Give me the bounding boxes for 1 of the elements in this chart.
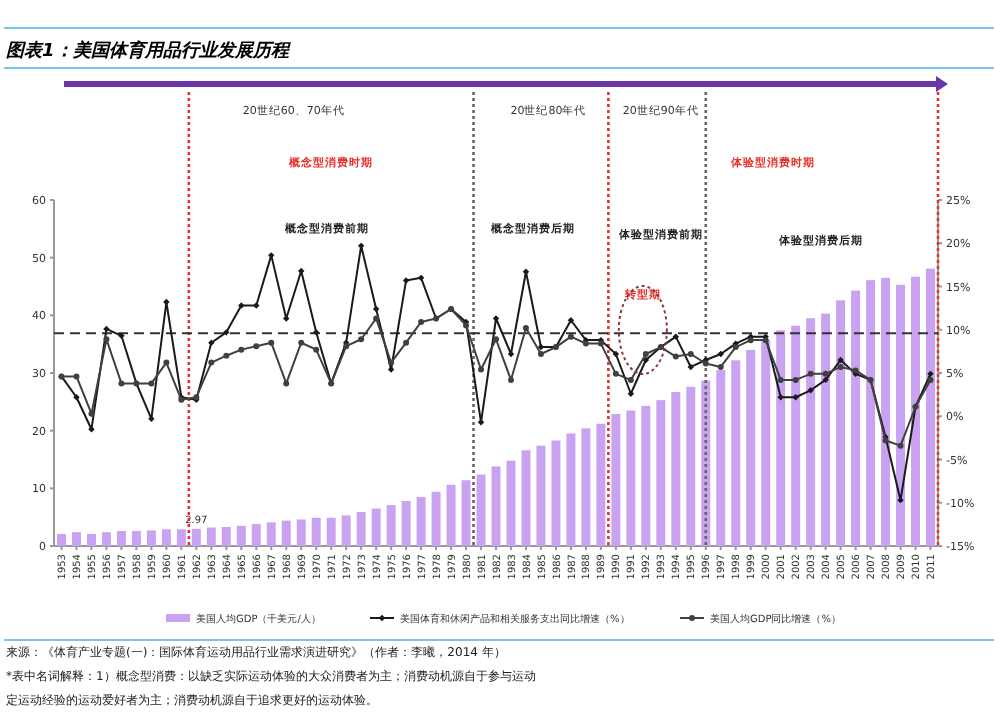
chart-title: 图表1：美国体育用品行业发展历程	[6, 38, 291, 62]
